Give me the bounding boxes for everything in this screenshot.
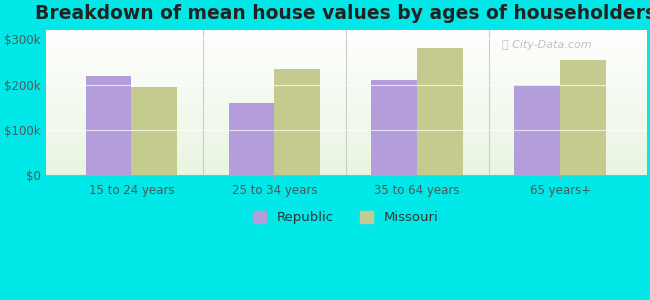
Title: Breakdown of mean house values by ages of householders: Breakdown of mean house values by ages o… xyxy=(35,4,650,23)
Legend: Republic, Missouri: Republic, Missouri xyxy=(248,206,444,230)
Bar xyxy=(86,76,131,176)
Bar xyxy=(229,103,274,176)
Bar xyxy=(514,85,560,176)
Bar xyxy=(371,80,417,176)
Bar xyxy=(131,87,177,176)
Bar xyxy=(417,48,463,175)
Text: Ⓜ City-Data.com: Ⓜ City-Data.com xyxy=(502,40,592,50)
Bar xyxy=(560,60,606,176)
Bar xyxy=(274,69,320,176)
